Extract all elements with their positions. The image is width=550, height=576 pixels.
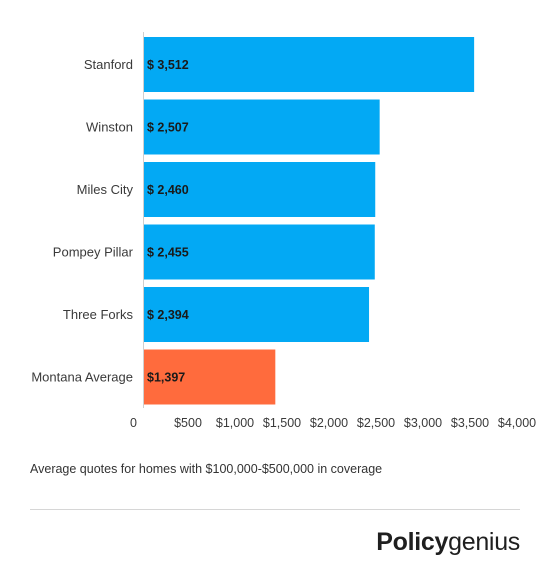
- x-tick-label: $1,000: [216, 416, 254, 430]
- bar-three-forks: [144, 287, 370, 342]
- data-label: $ 2,455: [147, 246, 189, 260]
- chart-caption: Average quotes for homes with $100,000-$…: [30, 462, 383, 476]
- category-label: Winston: [86, 120, 133, 135]
- bar-stanford: [144, 37, 475, 92]
- bar-winston: [144, 99, 380, 155]
- bar-chart: Stanford Winston Miles City Pompey Pillar Th…: [31, 32, 536, 430]
- x-tick-label: $4,000: [498, 416, 536, 430]
- bar-miles-city: [144, 162, 376, 217]
- category-label: Three Forks: [63, 307, 134, 322]
- data-label: $ 2,394: [147, 308, 189, 322]
- category-label: Montana Average: [31, 370, 133, 385]
- policygenius-logo: Policygenius: [376, 528, 520, 557]
- logo-light-text: genius: [448, 528, 520, 556]
- x-tick-label: 0: [130, 416, 137, 430]
- x-tick-label: $3,000: [404, 416, 442, 430]
- data-label: $ 3,512: [147, 58, 189, 72]
- data-label: $ 2,460: [147, 183, 189, 197]
- category-label: Pompey Pillar: [53, 245, 134, 260]
- x-tick-label: $1,500: [263, 416, 301, 430]
- x-tick-label: $2,500: [357, 416, 395, 430]
- bar-pompey-pillar: [144, 224, 375, 280]
- divider: [30, 509, 520, 510]
- bar-montana-average: [144, 349, 276, 405]
- data-label: $ 2,507: [147, 121, 189, 135]
- x-tick-label: $500: [174, 416, 202, 430]
- category-label: Miles City: [77, 182, 134, 197]
- x-tick-label: $3,500: [451, 416, 489, 430]
- category-label: Stanford: [84, 57, 133, 72]
- data-label: $1,397: [147, 371, 185, 385]
- x-tick-label: $2,000: [310, 416, 348, 430]
- logo-bold-text: Policy: [376, 528, 449, 556]
